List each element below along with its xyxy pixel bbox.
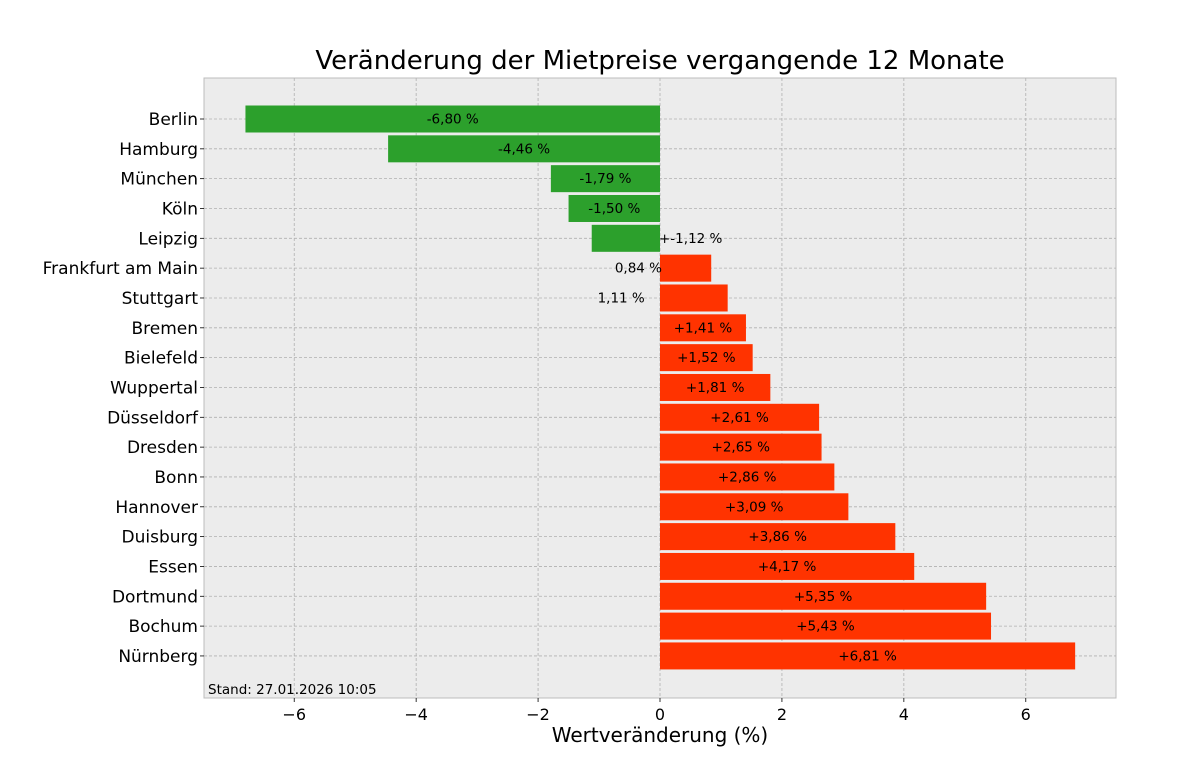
bar-value-label: +3,86 % — [748, 529, 807, 545]
bar — [388, 135, 660, 163]
bar-value-label: +2,86 % — [718, 469, 777, 485]
chart-title: Veränderung der Mietpreise vergangende 1… — [315, 46, 1004, 76]
x-tick-label: 4 — [899, 705, 909, 724]
y-tick-label: Stuttgart — [122, 289, 199, 309]
x-tick-label: −2 — [526, 705, 550, 724]
x-tick-labels: −6 −4 −2 0 2 4 6 — [282, 698, 1031, 724]
x-tick-label: −4 — [404, 705, 428, 724]
y-tick-label: Nürnberg — [118, 647, 198, 667]
bar — [660, 552, 915, 580]
x-axis-label: Wertveränderung (%) — [552, 723, 769, 747]
bar-value-label: 0,84 % — [615, 261, 662, 277]
y-tick-label: Frankfurt am Main — [43, 259, 198, 279]
y-tick-label: Berlin — [149, 110, 198, 130]
bar — [660, 314, 746, 342]
bar-value-label: +6,81 % — [838, 648, 897, 664]
y-tick-label: Dresden — [127, 438, 198, 458]
bar-value-label: +1,81 % — [686, 380, 745, 396]
y-tick-label: Bochum — [128, 617, 198, 637]
y-tick-label: Hamburg — [119, 140, 198, 160]
bar — [660, 642, 1076, 670]
y-tick-label: Bonn — [154, 468, 198, 488]
x-tick-label: 0 — [655, 705, 665, 724]
bar-value-label: +4,17 % — [758, 559, 817, 575]
bar — [660, 254, 712, 282]
y-tick-label: Köln — [162, 199, 198, 219]
bar-value-label: +1,41 % — [674, 320, 733, 336]
bar-value-label: +5,35 % — [794, 589, 853, 605]
bar-value-label: 1,11 % — [598, 290, 645, 306]
bar — [660, 433, 822, 461]
bar — [660, 612, 992, 640]
bar-value-label: +2,65 % — [712, 440, 771, 456]
bar — [591, 224, 660, 252]
bar-value-label: -1,79 % — [579, 171, 631, 187]
y-tick-label: München — [120, 170, 198, 190]
bar — [660, 373, 771, 401]
y-tick-labels: Berlin Hamburg München Köln Leipzig Frankfurt… — [43, 110, 204, 667]
bar-value-label: +-1,12 % — [659, 231, 723, 247]
bar — [660, 582, 987, 610]
y-tick-label: Bremen — [131, 319, 198, 339]
y-tick-label: Hannover — [115, 498, 198, 518]
bar — [660, 523, 896, 551]
bar-value-label: +1,52 % — [677, 350, 736, 366]
bar — [660, 344, 753, 372]
bar — [245, 105, 661, 133]
y-tick-label: Essen — [148, 557, 198, 577]
timestamp-annotation: Stand: 27.01.2026 10:05 — [208, 682, 377, 698]
x-tick-label: 6 — [1021, 705, 1031, 724]
bar — [550, 165, 660, 193]
y-tick-label: Dortmund — [112, 587, 198, 607]
y-tick-label: Wuppertal — [110, 378, 198, 398]
x-tick-label: 2 — [777, 705, 787, 724]
y-tick-label: Duisburg — [122, 528, 199, 548]
bar — [660, 493, 849, 521]
y-tick-label: Düsseldorf — [107, 408, 199, 428]
bar — [660, 403, 820, 431]
bar-value-label: -6,80 % — [427, 112, 479, 128]
data-labels: -6,80 % -4,46 % -1,79 % -1,50 % +-1,12 % 0,84… — [427, 112, 897, 665]
bar-value-label: +2,61 % — [710, 410, 769, 426]
bar — [660, 463, 835, 491]
bar-value-label: -4,46 % — [498, 141, 550, 157]
bar-value-label: -1,50 % — [588, 201, 640, 217]
y-tick-label: Bielefeld — [124, 349, 198, 369]
y-tick-label: Leipzig — [138, 229, 198, 249]
bar — [568, 194, 660, 222]
bar — [660, 284, 728, 312]
bars — [245, 105, 1076, 670]
x-tick-label: −6 — [282, 705, 306, 724]
bar-value-label: +5,43 % — [796, 619, 855, 635]
bar-value-label: +3,09 % — [725, 499, 784, 515]
